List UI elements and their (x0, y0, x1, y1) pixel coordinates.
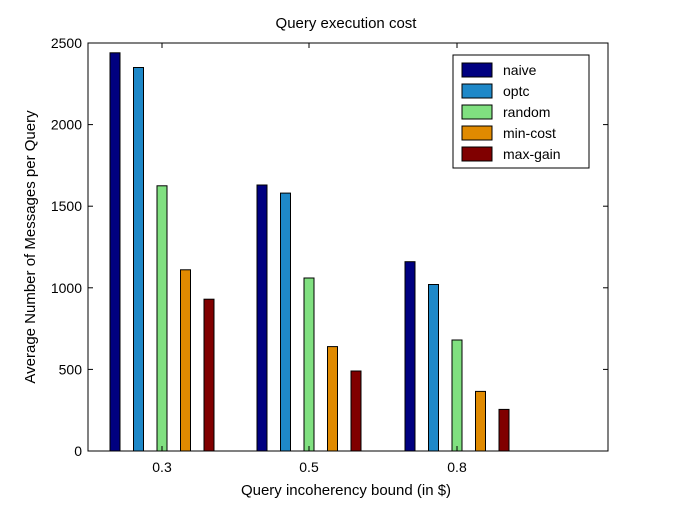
y-tick-label-0: 0 (74, 443, 82, 459)
y-tick-label-1500: 1500 (51, 198, 82, 214)
legend-swatch-naive (461, 62, 493, 78)
bars-group (109, 52, 510, 452)
y-tick-label-500: 500 (59, 361, 83, 377)
legend: naive optc random min-cost max-gain (452, 54, 590, 169)
legend-swatch-max-gain (461, 146, 493, 162)
legend-swatch-optc (461, 83, 493, 99)
legend-label-random: random (503, 104, 550, 120)
x-tick-label-0.8: 0.8 (447, 459, 467, 475)
x-axis: 0.3 0.5 0.8 (152, 43, 467, 475)
y-axis: 0 500 1000 1500 2000 2500 (51, 35, 608, 459)
bar-random-0.3 (156, 185, 168, 452)
chart-title: Query execution cost (276, 15, 418, 32)
legend-label-max-gain: max-gain (503, 146, 561, 162)
plot-area-frame (87, 42, 609, 452)
legend-label-optc: optc (503, 83, 529, 99)
bar-optc-0.5 (280, 192, 291, 452)
bar-min-cost-0.3 (180, 269, 191, 452)
x-tick-label-0.5: 0.5 (299, 459, 319, 475)
bar-max-gain-0.5 (350, 370, 362, 452)
bar-naive-0.8 (404, 261, 416, 452)
bar-random-0.5 (303, 277, 315, 452)
legend-label-naive: naive (503, 62, 537, 78)
bar-random-0.8 (451, 339, 463, 452)
bar-max-gain-0.8 (498, 408, 510, 452)
y-axis-title: Average Number of Messages per Query (22, 110, 39, 384)
bar-naive-0.5 (256, 184, 268, 452)
y-tick-label-2500: 2500 (51, 35, 82, 51)
y-tick-label-1000: 1000 (51, 280, 82, 296)
legend-swatch-min-cost (461, 125, 493, 141)
bar-min-cost-0.8 (475, 390, 486, 452)
legend-label-min-cost: min-cost (503, 125, 556, 141)
x-axis-title: Query incoherency bound (in $) (241, 482, 451, 499)
bar-min-cost-0.5 (327, 346, 338, 452)
y-tick-label-2000: 2000 (51, 117, 82, 133)
bar-optc-0.8 (428, 284, 439, 452)
legend-swatch-random (461, 104, 493, 120)
x-tick-label-0.3: 0.3 (152, 459, 172, 475)
bar-max-gain-0.3 (203, 298, 215, 452)
bar-naive-0.3 (109, 52, 121, 452)
bar-optc-0.3 (133, 67, 144, 452)
